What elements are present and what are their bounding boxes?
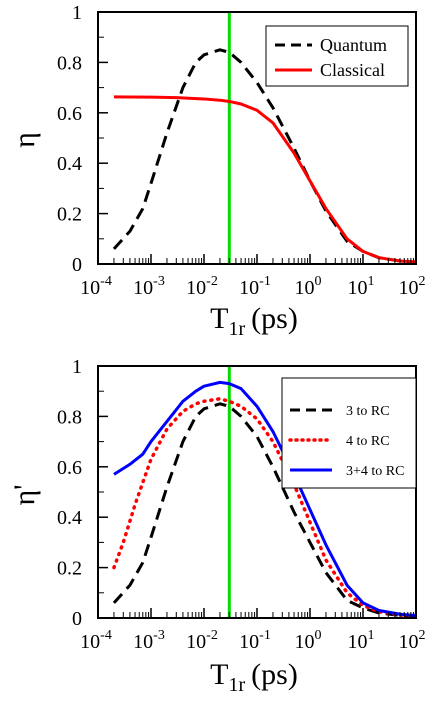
y-tick-label: 0 <box>72 254 82 276</box>
chart-panel-bottom: 0 0.2 0.4 0.6 0.8 1 10-4 10-3 10-2 10-1 … <box>8 356 426 696</box>
y-tick-label: 0.4 <box>57 153 82 175</box>
legend-label-classical: Classical <box>320 60 385 80</box>
series-line-4-to-rc <box>112 397 416 618</box>
y-tick-label: 0.8 <box>57 52 82 74</box>
x-tick-label: 102 <box>399 628 426 653</box>
legend: 3 to RC 4 to RC 3+4 to RC <box>281 377 417 489</box>
y-tick-label: 0 <box>72 608 82 630</box>
legend-box <box>265 25 409 87</box>
y-axis-title: η' <box>8 484 41 505</box>
x-tick-label: 10-4 <box>80 628 112 653</box>
y-tick-label: 0.2 <box>57 558 82 580</box>
x-tick-label: 102 <box>399 274 426 299</box>
y-tick-label: 0.6 <box>57 103 82 125</box>
legend-label-quantum: Quantum <box>320 35 387 55</box>
y-tick-label: 0.8 <box>57 406 82 428</box>
x-axis-title: T1r (ps) <box>210 302 298 340</box>
x-tick-label: 101 <box>348 628 375 653</box>
y-tick-label: 0.4 <box>57 507 82 529</box>
x-tick-label: 100 <box>295 274 322 299</box>
series-line-3-4-to-rc <box>113 380 416 617</box>
x-tick-label: 10-2 <box>186 628 218 653</box>
x-tick-label: 100 <box>295 628 322 653</box>
legend-label-3plus4-to-rc: 3+4 to RC <box>346 464 404 479</box>
y-tick-label: 1 <box>72 356 82 378</box>
series-line-classical <box>113 95 416 264</box>
x-tick-label: 10-2 <box>186 274 218 299</box>
y-tick-label: 1 <box>72 2 82 24</box>
legend-label-3-to-rc: 3 to RC <box>346 404 390 419</box>
series-line-3-to-rc <box>112 402 416 618</box>
y-axis-title: η <box>8 132 41 148</box>
x-tick-label: 10-3 <box>133 274 165 299</box>
legend: Quantum Classical <box>265 25 409 87</box>
x-tick-label: 10-1 <box>239 274 271 299</box>
x-tick-label: 10-1 <box>239 628 271 653</box>
x-tick-label: 10-4 <box>80 274 112 299</box>
legend-label-4-to-rc: 4 to RC <box>346 434 390 449</box>
x-tick-label: 10-3 <box>133 628 165 653</box>
y-tick-label: 0.2 <box>57 204 82 226</box>
chart-panel-top: 0 0.2 0.4 0.6 0.8 1 10-4 10-3 10-2 10-1 … <box>8 2 426 340</box>
x-axis-title: T1r (ps) <box>210 658 298 696</box>
x-tick-label: 101 <box>348 274 375 299</box>
y-tick-label: 0.6 <box>57 457 82 479</box>
